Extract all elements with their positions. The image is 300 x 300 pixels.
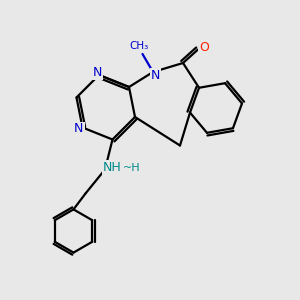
Text: CH₃: CH₃	[130, 40, 149, 51]
Text: O: O	[199, 40, 209, 54]
Text: N: N	[74, 122, 84, 136]
Text: NH: NH	[103, 160, 122, 174]
Text: N: N	[151, 69, 160, 82]
Text: N: N	[93, 66, 102, 79]
Text: ~H: ~H	[123, 163, 140, 173]
